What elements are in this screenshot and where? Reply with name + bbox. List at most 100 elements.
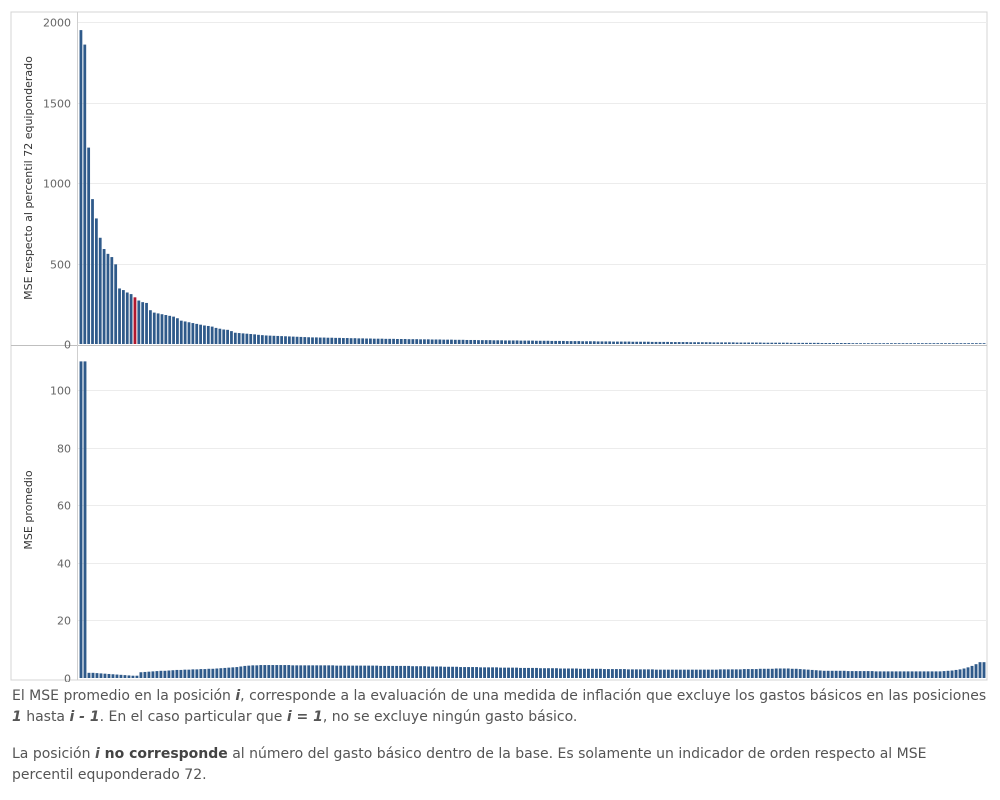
- bar[interactable]: [850, 671, 854, 678]
- bar[interactable]: [131, 675, 135, 678]
- bar[interactable]: [558, 340, 561, 344]
- bar[interactable]: [858, 671, 862, 678]
- bar[interactable]: [268, 335, 272, 344]
- bar[interactable]: [622, 669, 626, 678]
- bar[interactable]: [226, 329, 229, 344]
- bar[interactable]: [735, 342, 739, 344]
- bar[interactable]: [431, 666, 435, 678]
- bar[interactable]: [812, 342, 816, 344]
- bar[interactable]: [936, 343, 940, 344]
- bar[interactable]: [751, 342, 754, 344]
- bar[interactable]: [681, 342, 685, 344]
- bar[interactable]: [569, 341, 573, 344]
- bar[interactable]: [469, 339, 473, 344]
- bar[interactable]: [388, 338, 392, 344]
- bar[interactable]: [295, 665, 299, 678]
- bar[interactable]: [276, 335, 280, 344]
- bar[interactable]: [311, 665, 315, 678]
- bar[interactable]: [511, 667, 514, 678]
- bar[interactable]: [854, 671, 858, 678]
- bar[interactable]: [913, 343, 916, 344]
- bar[interactable]: [123, 675, 127, 678]
- bar[interactable]: [766, 342, 770, 344]
- bar[interactable]: [573, 341, 577, 344]
- bar[interactable]: [183, 321, 187, 344]
- bar[interactable]: [930, 671, 934, 678]
- bar[interactable]: [654, 669, 658, 678]
- bar[interactable]: [770, 342, 774, 344]
- bar[interactable]: [83, 44, 87, 345]
- bar[interactable]: [475, 667, 478, 678]
- bar[interactable]: [151, 671, 155, 678]
- bar[interactable]: [702, 669, 706, 678]
- bar[interactable]: [322, 337, 326, 344]
- bar[interactable]: [339, 665, 343, 678]
- bar[interactable]: [495, 667, 498, 678]
- bar[interactable]: [500, 340, 504, 344]
- bar[interactable]: [878, 671, 882, 678]
- bar[interactable]: [806, 669, 810, 678]
- bar[interactable]: [920, 343, 924, 344]
- bar[interactable]: [327, 665, 331, 678]
- bar[interactable]: [797, 342, 801, 344]
- bar[interactable]: [263, 665, 267, 678]
- bar[interactable]: [98, 237, 102, 344]
- bar[interactable]: [890, 343, 893, 344]
- bar[interactable]: [199, 324, 202, 344]
- bar[interactable]: [790, 668, 794, 678]
- bar[interactable]: [547, 668, 550, 678]
- bar[interactable]: [539, 668, 542, 678]
- bar[interactable]: [365, 338, 368, 344]
- bar[interactable]: [951, 343, 955, 344]
- bar[interactable]: [758, 342, 762, 344]
- bar[interactable]: [480, 340, 484, 344]
- bar[interactable]: [890, 671, 894, 678]
- bar[interactable]: [119, 674, 123, 678]
- bar[interactable]: [83, 361, 87, 678]
- bar[interactable]: [191, 669, 195, 678]
- bar[interactable]: [906, 671, 910, 678]
- bar[interactable]: [271, 665, 275, 678]
- bar[interactable]: [492, 340, 496, 344]
- bar[interactable]: [479, 667, 482, 678]
- bar[interactable]: [403, 665, 407, 678]
- bar[interactable]: [267, 665, 271, 678]
- bar[interactable]: [914, 671, 918, 678]
- bar[interactable]: [631, 341, 635, 344]
- bar[interactable]: [882, 343, 886, 344]
- bar[interactable]: [658, 669, 662, 678]
- bar[interactable]: [862, 671, 866, 678]
- bar[interactable]: [515, 340, 519, 344]
- bar[interactable]: [160, 314, 164, 344]
- bar[interactable]: [179, 669, 183, 678]
- bar[interactable]: [575, 668, 578, 679]
- bar[interactable]: [283, 665, 287, 678]
- bar[interactable]: [824, 343, 828, 344]
- bar[interactable]: [842, 670, 846, 678]
- bar[interactable]: [367, 665, 371, 678]
- bar[interactable]: [743, 342, 747, 344]
- bar[interactable]: [147, 671, 151, 678]
- bar[interactable]: [303, 665, 307, 678]
- bar[interactable]: [376, 338, 380, 344]
- bar[interactable]: [384, 338, 388, 344]
- bar[interactable]: [677, 342, 681, 344]
- bar[interactable]: [554, 340, 558, 344]
- bar[interactable]: [820, 343, 824, 344]
- bar[interactable]: [662, 669, 666, 678]
- bar[interactable]: [947, 343, 951, 344]
- bar[interactable]: [596, 341, 600, 344]
- bar[interactable]: [666, 669, 670, 678]
- bar[interactable]: [318, 337, 322, 344]
- bar[interactable]: [419, 339, 422, 344]
- bar[interactable]: [870, 343, 874, 344]
- bar[interactable]: [237, 333, 241, 344]
- bar[interactable]: [459, 667, 463, 678]
- bar[interactable]: [111, 674, 115, 678]
- bar[interactable]: [559, 668, 562, 679]
- bar[interactable]: [909, 343, 913, 344]
- bar[interactable]: [461, 339, 465, 344]
- bar[interactable]: [774, 668, 778, 679]
- bar[interactable]: [594, 668, 598, 678]
- bar[interactable]: [966, 667, 970, 678]
